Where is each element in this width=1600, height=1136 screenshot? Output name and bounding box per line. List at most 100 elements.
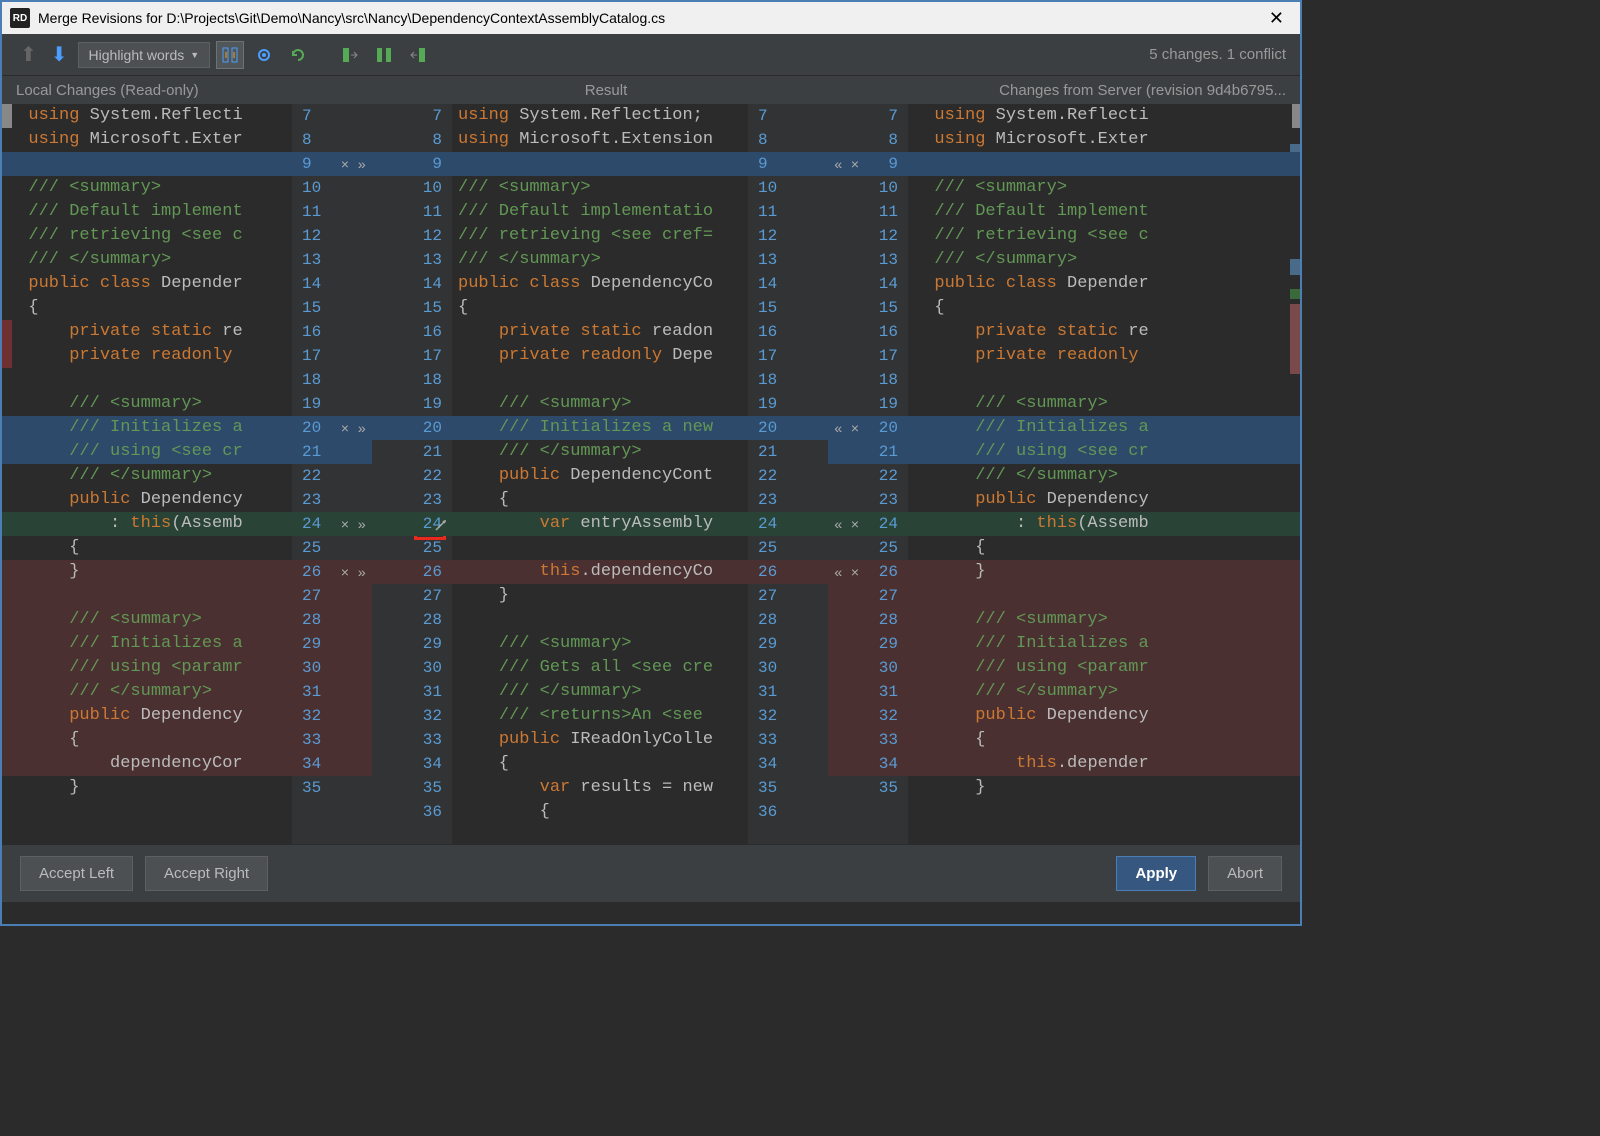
line-number: 26 bbox=[372, 560, 452, 584]
line-number: 12 bbox=[372, 224, 452, 248]
line-number: 14 bbox=[828, 272, 908, 296]
line-number: 16 bbox=[828, 320, 908, 344]
line-number: 22 bbox=[372, 464, 452, 488]
code-line: /// using <paramr bbox=[908, 656, 1300, 680]
line-number: 8 bbox=[828, 128, 908, 152]
code-line: { bbox=[2, 296, 292, 320]
line-number: 16 bbox=[292, 320, 372, 344]
line-number: 13 bbox=[748, 248, 828, 272]
changes-status: 5 changes. 1 conflict bbox=[1149, 46, 1286, 63]
code-line: /// Default implement bbox=[2, 200, 292, 224]
code-line: /// </summary> bbox=[452, 248, 748, 272]
accept-reject-right-icon[interactable]: « × bbox=[834, 418, 859, 442]
line-number: 10 bbox=[828, 176, 908, 200]
line-number: 26 bbox=[748, 560, 828, 584]
line-number: 7 bbox=[748, 104, 828, 128]
code-line: using System.Reflecti bbox=[2, 104, 292, 128]
line-number: 14 bbox=[372, 272, 452, 296]
accept-reject-right-icon[interactable]: « × bbox=[834, 514, 859, 538]
line-number: 7 bbox=[292, 104, 372, 128]
next-diff-icon[interactable]: ⬇ bbox=[47, 40, 72, 69]
code-line bbox=[452, 608, 748, 632]
close-icon[interactable]: ✕ bbox=[1261, 8, 1292, 29]
header-right: Changes from Server (revision 9d4b6795..… bbox=[905, 76, 1300, 104]
line-number: 25 bbox=[292, 536, 372, 560]
line-number: 16 bbox=[372, 320, 452, 344]
gutter-right: 789« ×1011121314151617181920« ×21222324«… bbox=[828, 104, 908, 844]
line-number: 31 bbox=[372, 680, 452, 704]
line-number: 36 bbox=[372, 800, 452, 824]
code-line: public Dependency bbox=[908, 704, 1300, 728]
line-number: 33 bbox=[828, 728, 908, 752]
line-number: 27 bbox=[748, 584, 828, 608]
line-number: 28 bbox=[372, 608, 452, 632]
line-number: 29 bbox=[372, 632, 452, 656]
accept-reject-left-icon[interactable]: × » bbox=[341, 154, 366, 178]
code-line: private static re bbox=[908, 320, 1300, 344]
line-number: 8 bbox=[748, 128, 828, 152]
accept-reject-left-icon[interactable]: × » bbox=[341, 514, 366, 538]
pane-mid[interactable]: using System.Reflection;using Microsoft.… bbox=[452, 104, 748, 844]
accept-reject-right-icon[interactable]: « × bbox=[834, 562, 859, 586]
code-line: private readonly Depe bbox=[452, 344, 748, 368]
line-number: 34 bbox=[828, 752, 908, 776]
gutter-mid-right: 7891011121314151617181920212223242526272… bbox=[748, 104, 828, 844]
line-number: 20× » bbox=[292, 416, 372, 440]
accept-right-button[interactable]: Accept Right bbox=[145, 856, 268, 891]
line-number: 11 bbox=[292, 200, 372, 224]
pane-headers: Local Changes (Read-only) Result Changes… bbox=[2, 76, 1300, 104]
apply-nonconflict-right-icon[interactable] bbox=[404, 41, 432, 69]
code-line: /// </summary> bbox=[2, 464, 292, 488]
sync-scroll-icon[interactable] bbox=[216, 41, 244, 69]
code-line: using System.Reflecti bbox=[908, 104, 1300, 128]
apply-button[interactable]: Apply bbox=[1116, 856, 1196, 891]
code-line: using Microsoft.Exter bbox=[2, 128, 292, 152]
abort-button[interactable]: Abort bbox=[1208, 856, 1282, 891]
pane-left[interactable]: using System.Reflecti using Microsoft.Ex… bbox=[2, 104, 292, 844]
code-line: /// retrieving <see cref= bbox=[452, 224, 748, 248]
gear-icon[interactable] bbox=[250, 41, 278, 69]
refresh-icon[interactable] bbox=[284, 41, 312, 69]
line-number: 21 bbox=[372, 440, 452, 464]
code-line: { bbox=[452, 752, 748, 776]
line-number: 16 bbox=[748, 320, 828, 344]
highlight-dropdown[interactable]: Highlight words bbox=[78, 42, 211, 68]
line-number: 35 bbox=[748, 776, 828, 800]
line-number: 8 bbox=[292, 128, 372, 152]
line-number: 31 bbox=[292, 680, 372, 704]
code-line: /// </summary> bbox=[908, 248, 1300, 272]
line-number: 23 bbox=[748, 488, 828, 512]
code-line: /// </summary> bbox=[2, 680, 292, 704]
line-number: 30 bbox=[748, 656, 828, 680]
code-line: { bbox=[908, 296, 1300, 320]
accept-left-button[interactable]: Accept Left bbox=[20, 856, 133, 891]
line-number: 25 bbox=[372, 536, 452, 560]
line-number: 15 bbox=[748, 296, 828, 320]
line-number: 20 bbox=[748, 416, 828, 440]
line-number: 35 bbox=[372, 776, 452, 800]
line-number: 27 bbox=[372, 584, 452, 608]
accept-reject-left-icon[interactable]: × » bbox=[341, 562, 366, 586]
line-number: 29 bbox=[828, 632, 908, 656]
apply-nonconflict-both-icon[interactable] bbox=[370, 41, 398, 69]
line-number: 11 bbox=[828, 200, 908, 224]
accept-reject-right-icon[interactable]: « × bbox=[834, 154, 859, 178]
line-number: 18 bbox=[372, 368, 452, 392]
line-number: 17 bbox=[828, 344, 908, 368]
line-number: 34 bbox=[372, 752, 452, 776]
code-line: using System.Reflection; bbox=[452, 104, 748, 128]
pane-right[interactable]: using System.Reflecti using Microsoft.Ex… bbox=[908, 104, 1300, 844]
code-line: } bbox=[2, 560, 292, 584]
line-number: 7 bbox=[372, 104, 452, 128]
code-line: using Microsoft.Extension bbox=[452, 128, 748, 152]
prev-diff-icon[interactable]: ⬆ bbox=[16, 40, 41, 69]
line-number: 26« × bbox=[828, 560, 908, 584]
line-number: 29 bbox=[748, 632, 828, 656]
apply-nonconflict-left-icon[interactable] bbox=[336, 41, 364, 69]
code-line: /// </summary> bbox=[452, 680, 748, 704]
window-title: Merge Revisions for D:\Projects\Git\Demo… bbox=[38, 10, 1261, 26]
code-line: /// Initializes a new bbox=[452, 416, 748, 440]
code-line: public class Depender bbox=[2, 272, 292, 296]
accept-reject-left-icon[interactable]: × » bbox=[341, 418, 366, 442]
line-number: 31 bbox=[828, 680, 908, 704]
